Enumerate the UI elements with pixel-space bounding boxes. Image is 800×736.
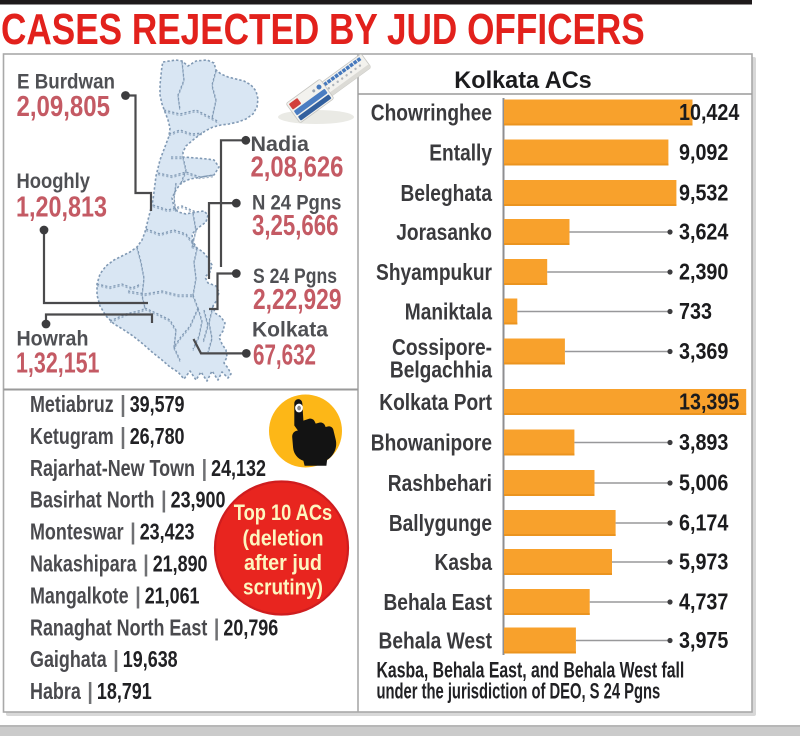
svg-text:Rajarhat-New Town: Rajarhat-New Town [30, 456, 195, 482]
svg-text:733: 733 [679, 297, 712, 324]
svg-text:Maniktala: Maniktala [405, 299, 493, 325]
svg-text:67,632: 67,632 [253, 339, 316, 371]
svg-text:23,423: 23,423 [140, 520, 195, 546]
svg-text:CASES REJECTED BY JUD OFFICERS: CASES REJECTED BY JUD OFFICERS [1, 6, 645, 54]
svg-text:23,900: 23,900 [171, 488, 226, 514]
svg-text:Basirhat North: Basirhat North [30, 488, 155, 514]
svg-text:Cossipore-: Cossipore- [392, 334, 492, 360]
svg-text:21,890: 21,890 [153, 551, 208, 577]
svg-text:Nadia: Nadia [251, 132, 310, 156]
svg-text:Shyampukur: Shyampukur [376, 259, 493, 285]
svg-text:18,791: 18,791 [97, 679, 152, 705]
svg-text:1,32,151: 1,32,151 [16, 347, 99, 379]
svg-text:Jorasanko: Jorasanko [396, 219, 492, 245]
svg-text:Ketugram: Ketugram [30, 424, 114, 450]
svg-text:Behala West: Behala West [379, 628, 492, 654]
svg-text:under the jurisdiction of DEO,: under the jurisdiction of DEO, S 24 Pgns [377, 679, 661, 704]
svg-text:Howrah: Howrah [17, 328, 89, 351]
svg-text:20,796: 20,796 [223, 615, 278, 641]
svg-text:39,579: 39,579 [130, 392, 185, 418]
svg-text:3,25,666: 3,25,666 [252, 210, 338, 241]
svg-text:5,973: 5,973 [679, 548, 728, 575]
svg-text:5,006: 5,006 [679, 469, 728, 496]
svg-text:3,369: 3,369 [679, 337, 728, 364]
svg-text:|: | [214, 615, 219, 641]
svg-text:4,737: 4,737 [679, 588, 728, 615]
svg-text:|: | [87, 679, 92, 705]
svg-text:Top 10 ACs: Top 10 ACs [234, 500, 332, 525]
svg-text:10,424: 10,424 [679, 98, 739, 125]
svg-text:|: | [161, 487, 166, 513]
svg-text:|: | [130, 519, 135, 545]
svg-text:scrutiny): scrutiny) [243, 575, 323, 600]
svg-text:2,08,626: 2,08,626 [251, 150, 344, 183]
svg-text:21,061: 21,061 [145, 583, 200, 609]
svg-text:6,174: 6,174 [679, 509, 728, 536]
svg-text:Ballygunge: Ballygunge [389, 510, 492, 536]
svg-text:9,092: 9,092 [679, 138, 728, 165]
svg-text:|: | [143, 551, 148, 577]
svg-text:3,975: 3,975 [679, 626, 728, 653]
svg-text:Chowringhee: Chowringhee [371, 100, 492, 126]
svg-text:Belgachhia: Belgachhia [390, 357, 493, 383]
svg-text:Kolkata Port: Kolkata Port [379, 389, 492, 415]
svg-text:N 24 Pgns: N 24 Pgns [252, 191, 341, 214]
svg-text:Bhowanipore: Bhowanipore [371, 430, 492, 456]
svg-text:|: | [120, 423, 125, 449]
svg-text:13,395: 13,395 [679, 388, 739, 415]
svg-text:|: | [113, 647, 118, 673]
svg-text:Kasba: Kasba [435, 549, 493, 575]
svg-text:S 24 Pgns: S 24 Pgns [253, 265, 337, 289]
svg-text:Ranaghat North East: Ranaghat North East [30, 615, 207, 641]
svg-text:Gaighata: Gaighata [30, 647, 107, 673]
svg-text:3,624: 3,624 [679, 218, 728, 245]
svg-text:Monteswar: Monteswar [30, 520, 124, 546]
svg-text:Habra: Habra [30, 679, 81, 705]
svg-text:(deletion: (deletion [243, 526, 324, 551]
svg-text:|: | [202, 455, 207, 481]
svg-text:Beleghata: Beleghata [401, 180, 493, 206]
svg-text:Metiabruz: Metiabruz [30, 392, 114, 418]
svg-text:Entally: Entally [429, 140, 492, 166]
svg-text:3,893: 3,893 [679, 428, 728, 455]
svg-text:after jud: after jud [244, 551, 322, 575]
svg-text:2,22,929: 2,22,929 [253, 282, 341, 315]
svg-text:|: | [120, 392, 125, 418]
svg-text:26,780: 26,780 [130, 424, 185, 450]
svg-text:Nakashipara: Nakashipara [30, 551, 137, 577]
svg-text:2,390: 2,390 [679, 258, 728, 285]
svg-text:E Burdwan: E Burdwan [17, 71, 115, 94]
svg-text:1,20,813: 1,20,813 [16, 190, 107, 223]
svg-text:Rashbehari: Rashbehari [388, 470, 492, 496]
svg-text:Behala East: Behala East [383, 589, 492, 615]
svg-text:Kolkata: Kolkata [252, 319, 328, 342]
svg-text:9,532: 9,532 [679, 179, 728, 206]
svg-text:19,638: 19,638 [123, 647, 178, 673]
svg-text:Mangalkote: Mangalkote [30, 583, 129, 609]
svg-text:|: | [135, 583, 140, 609]
svg-text:Kolkata ACs: Kolkata ACs [454, 68, 591, 94]
svg-text:2,09,805: 2,09,805 [17, 90, 111, 123]
svg-text:Hooghly: Hooghly [17, 170, 90, 193]
svg-text:Kasba, Behala East, and Behala: Kasba, Behala East, and Behala West fall [377, 659, 685, 683]
svg-text:24,132: 24,132 [211, 456, 266, 482]
